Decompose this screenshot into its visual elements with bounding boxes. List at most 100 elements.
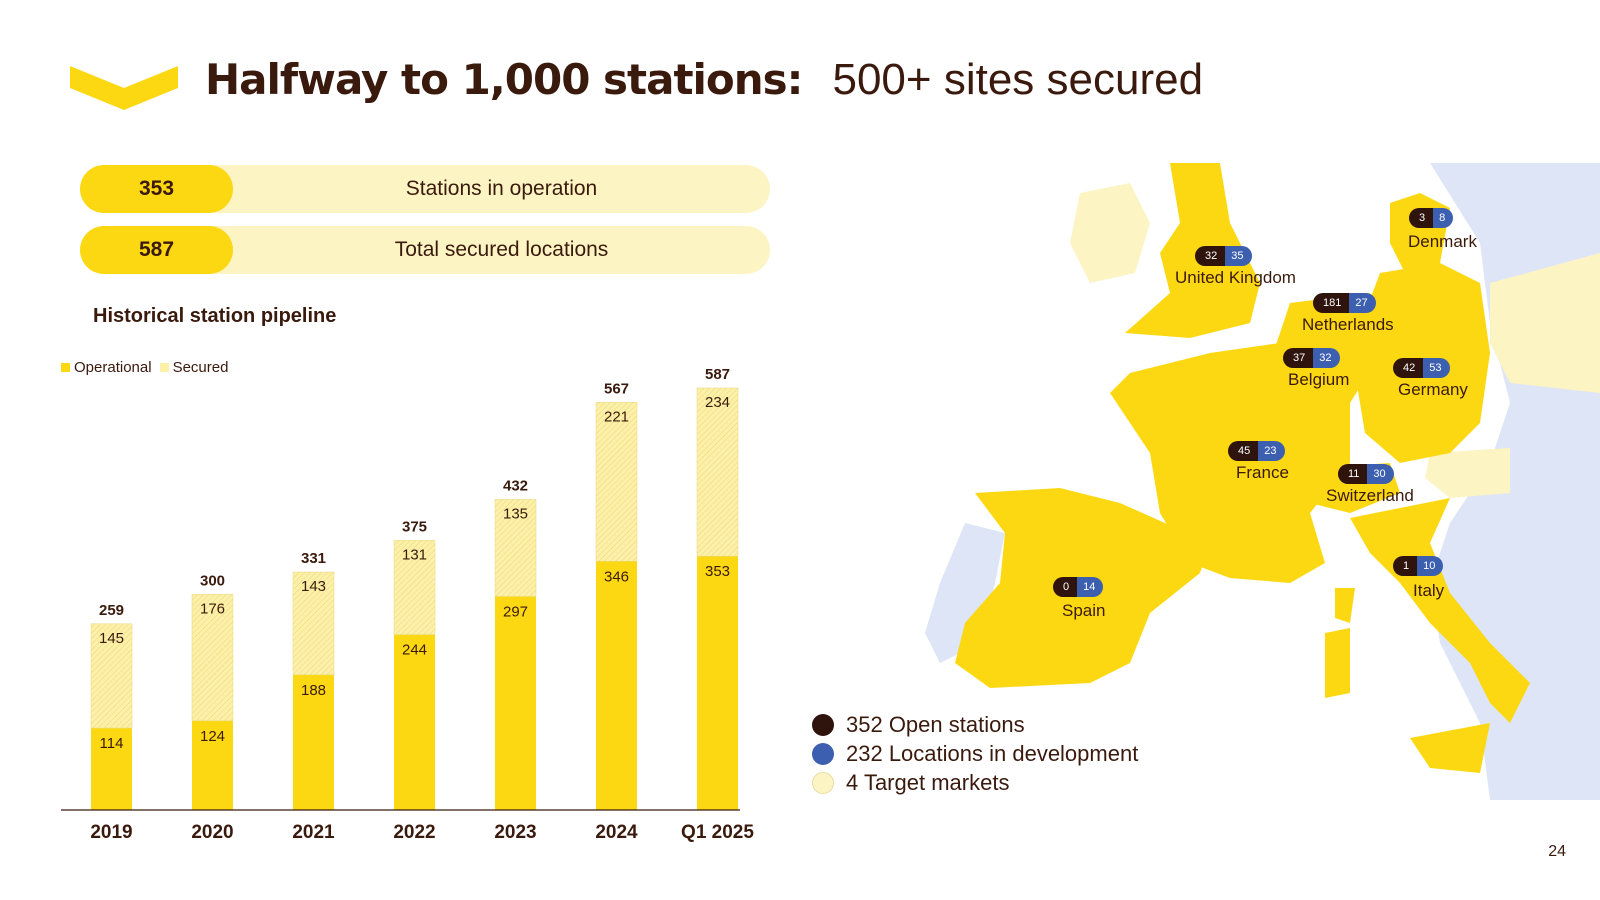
country-badge-belgium: 37 32 [1283, 348, 1340, 368]
bar-secured [90, 623, 133, 729]
data-label-total: 567 [604, 380, 629, 397]
kpi-stations-in-operation: 353 Stations in operation [80, 165, 770, 213]
bar-operational [293, 674, 334, 810]
portugal-land [925, 523, 1005, 663]
italy-land [1350, 498, 1530, 723]
country-label-germany: Germany [1398, 380, 1468, 399]
development-count: 14 [1077, 577, 1104, 597]
country-label-united-kingdom: United Kingdom [1175, 268, 1296, 287]
x-tick-label: 2021 [292, 822, 335, 843]
x-tick-label: Q1 2025 [681, 822, 754, 843]
data-label-secured: 135 [503, 505, 528, 522]
data-label-total: 587 [705, 366, 730, 383]
bar-operational [697, 556, 738, 810]
bar-secured [292, 571, 335, 676]
bar-secured [494, 499, 537, 597]
data-label-operational: 188 [301, 682, 326, 699]
page-title-light: 500+ sites secured [832, 55, 1204, 104]
data-label-secured: 145 [99, 630, 124, 647]
stacked-bar-chart: 114 145 259 2019 124 176 300 2020 188 143 331 2021 2… [61, 366, 754, 843]
map-legend-target-label: 4 Target markets [846, 769, 1010, 795]
bar-operational [495, 596, 536, 810]
data-label-operational: 244 [402, 642, 427, 659]
country-label-france: France [1236, 463, 1289, 482]
data-label-secured: 176 [200, 600, 225, 617]
page-title: Halfway to 1,000 stations: 500+ sites sec… [205, 55, 1203, 105]
data-label-total: 432 [503, 477, 528, 494]
development-count: 23 [1258, 441, 1285, 461]
country-label-belgium: Belgium [1288, 370, 1350, 389]
country-label-italy: Italy [1413, 581, 1445, 600]
legend-label-operational: Operational [74, 359, 152, 376]
bar-operational [596, 561, 637, 810]
dark-dot-icon [812, 713, 834, 736]
legend-item-secured: Secured [159, 359, 229, 376]
map-legend: 352 Open stations 232 Locations in devel… [812, 710, 1138, 797]
map-legend-open: 352 Open stations [812, 710, 1138, 739]
x-tick-label: 2022 [393, 822, 435, 843]
country-badge-italy: 1 10 [1393, 556, 1444, 576]
map-legend-development-label: 232 Locations in development [846, 740, 1139, 766]
open-stations-count: 3 [1409, 208, 1434, 228]
data-label-operational: 297 [503, 603, 528, 620]
kpi-label: Stations in operation [405, 177, 598, 200]
blue-dot-icon [812, 742, 834, 765]
corsica-land [1335, 588, 1355, 623]
legend-swatch-operational [61, 363, 70, 372]
development-count: 30 [1367, 464, 1394, 484]
europe-map [790, 163, 1600, 800]
poland-land [1490, 253, 1600, 393]
data-label-secured: 131 [402, 546, 427, 563]
data-label-operational: 124 [200, 728, 225, 745]
data-label-secured: 234 [705, 394, 730, 411]
data-label-operational: 346 [604, 568, 629, 585]
country-label-denmark: Denmark [1408, 232, 1477, 251]
x-tick-label: 2019 [90, 822, 132, 843]
bar-secured [191, 594, 234, 722]
map-legend-development: 232 Locations in development [812, 739, 1138, 768]
scandinavia-land [1430, 163, 1600, 223]
x-tick-label: 2024 [595, 822, 638, 843]
country-badge-united-kingdom: 32 35 [1195, 246, 1252, 266]
kpi-total-secured-locations: 587 Total secured locations [80, 226, 770, 274]
data-label-secured: 143 [301, 578, 326, 595]
sicily-land [1410, 723, 1490, 773]
development-count: 8 [1433, 208, 1454, 228]
ireland-land [1070, 183, 1150, 283]
data-label-operational: 114 [100, 735, 124, 752]
country-badge-germany: 42 53 [1393, 358, 1450, 378]
country-badge-netherlands: 181 27 [1313, 293, 1376, 313]
cream-dot-icon [812, 771, 834, 794]
country-label-netherlands: Netherlands [1302, 315, 1394, 334]
bar-operational [91, 728, 132, 810]
page-title-strong: Halfway to 1,000 stations: [205, 55, 803, 104]
map-legend-target: 4 Target markets [812, 768, 1138, 797]
legend-swatch-secured [159, 363, 169, 372]
country-label-switzerland: Switzerland [1326, 486, 1414, 505]
open-stations-count: 45 [1228, 441, 1259, 461]
data-label-operational: 353 [705, 563, 730, 580]
open-stations-count: 0 [1053, 577, 1078, 597]
legend-label-secured: Secured [172, 359, 229, 376]
country-badge-france: 45 23 [1228, 441, 1285, 461]
bar-operational [192, 720, 233, 810]
data-label-secured: 221 [604, 408, 629, 425]
development-count: 35 [1225, 246, 1252, 266]
x-tick-label: 2023 [494, 822, 536, 843]
austria-land [1425, 448, 1510, 498]
page-number: 24 [1548, 843, 1566, 860]
bar-operational [394, 634, 435, 810]
data-label-total: 331 [301, 550, 326, 567]
map-legend-open-label: 352 Open stations [846, 711, 1025, 737]
map-shapes [925, 163, 1600, 800]
data-label-total: 300 [200, 572, 225, 589]
bar-secured [393, 540, 436, 635]
chart-legend: Operational Secured [61, 359, 228, 376]
chart-title: Historical station pipeline [93, 305, 337, 327]
development-count: 10 [1417, 556, 1444, 576]
uk-land [1125, 163, 1260, 338]
france-land [1110, 343, 1350, 583]
country-badge-spain: 0 14 [1053, 577, 1104, 597]
open-stations-count: 1 [1393, 556, 1418, 576]
